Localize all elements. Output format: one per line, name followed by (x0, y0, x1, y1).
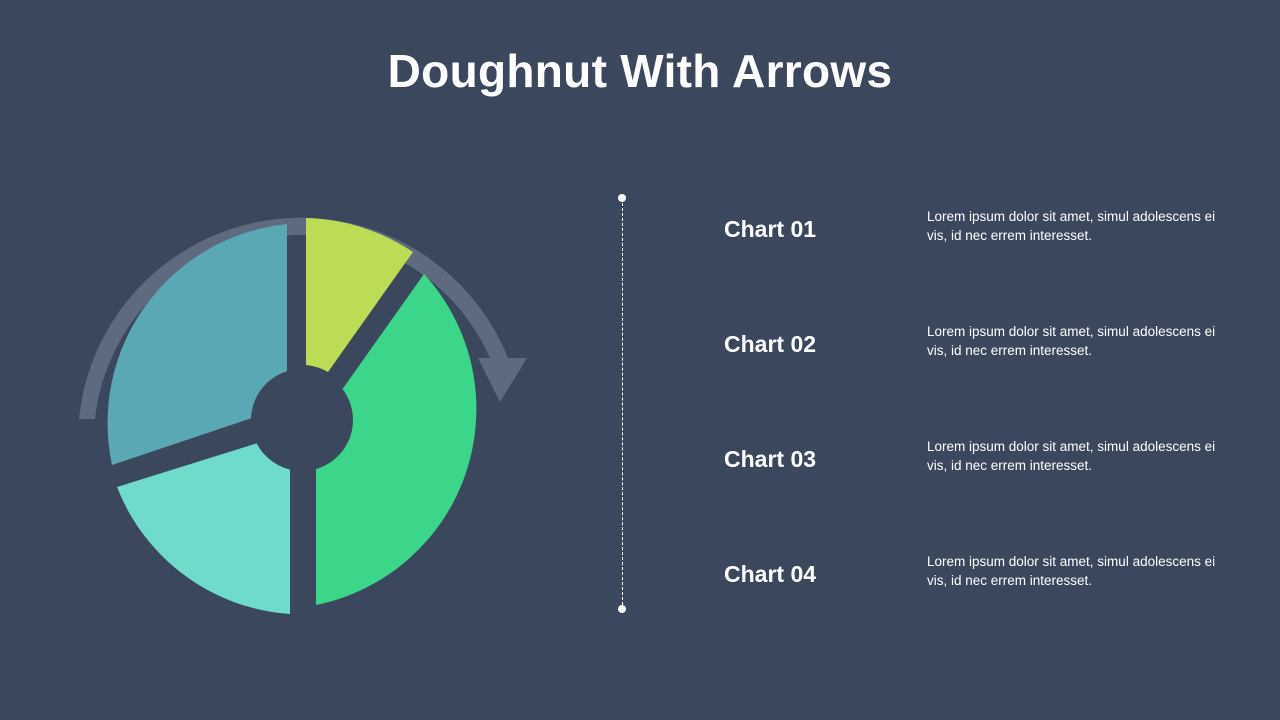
doughnut-diagram (79, 217, 527, 614)
segment-chart-04 (107, 224, 287, 465)
list-item-chart-02: Chart 02 Lorem ipsum dolor sit amet, sim… (724, 324, 1224, 390)
timeline-dot-top (618, 194, 626, 202)
segment-chart-01 (306, 218, 413, 372)
segment-chart-02 (316, 274, 477, 605)
timeline-dot-bottom (618, 605, 626, 613)
timeline-line (622, 198, 623, 610)
list-item-chart-03: Chart 03 Lorem ipsum dolor sit amet, sim… (724, 439, 1224, 505)
page-title: Doughnut With Arrows (387, 45, 893, 97)
list-item-chart-01: Chart 01 Lorem ipsum dolor sit amet, sim… (724, 209, 1224, 275)
arrow-ring (79, 217, 527, 419)
item-label: Chart 02 (724, 331, 817, 357)
item-label: Chart 04 (724, 561, 817, 587)
list-item-chart-04: Chart 04 Lorem ipsum dolor sit amet, sim… (724, 554, 1224, 620)
item-description: Lorem ipsum dolor sit amet, simul adoles… (927, 554, 1216, 588)
segment-chart-03 (117, 443, 290, 614)
item-description: Lorem ipsum dolor sit amet, simul adoles… (927, 324, 1216, 358)
doughnut-hole (251, 369, 353, 471)
item-label: Chart 03 (724, 446, 817, 472)
item-label: Chart 01 (724, 216, 817, 242)
item-description: Lorem ipsum dolor sit amet, simul adoles… (927, 439, 1216, 473)
item-description: Lorem ipsum dolor sit amet, simul adoles… (927, 209, 1216, 243)
